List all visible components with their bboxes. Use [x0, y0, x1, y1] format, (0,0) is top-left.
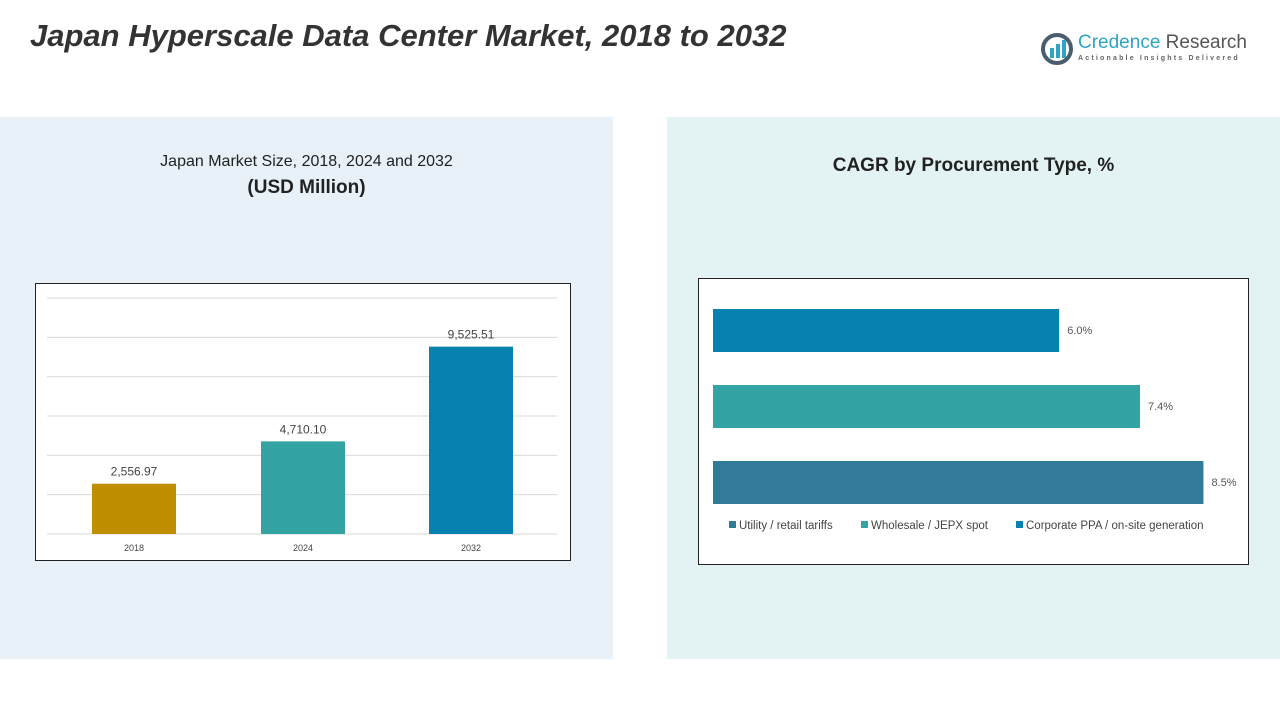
- logo-icon: [1041, 33, 1073, 65]
- logo-name: Credence Research: [1078, 32, 1247, 53]
- x-tick-label: 2018: [124, 543, 144, 553]
- data-label: 9,525.51: [448, 328, 495, 342]
- legend-swatch: [1016, 521, 1023, 528]
- chart-title: CAGR by Procurement Type, %: [832, 155, 1115, 176]
- data-label: 4,710.10: [280, 422, 327, 436]
- data-label: 2,556.97: [111, 465, 158, 479]
- legend-label: Utility / retail tariffs: [739, 520, 833, 532]
- bar-Utility / retail tariffs: [713, 461, 1204, 504]
- cagr-chart: 6.0% 7.4% 8.5% Utility / retail tariffs Whol…: [698, 278, 1249, 565]
- data-label: 8.5%: [1211, 477, 1236, 489]
- market-size-chart: 2,556.97 2018 4,710.10 2024 9,525.51 2032: [35, 283, 571, 561]
- data-label: 6.0%: [1067, 325, 1092, 337]
- data-label: 7.4%: [1148, 401, 1173, 413]
- logo: Credence Research Actionable Insights De…: [1040, 30, 1255, 70]
- legend-swatch: [729, 521, 736, 528]
- x-tick-label: 2032: [461, 543, 481, 553]
- page-title: Japan Hyperscale Data Center Market, 201…: [30, 18, 787, 53]
- x-tick-label: 2024: [293, 543, 313, 553]
- bar-2024: [261, 441, 345, 534]
- bar-Corporate PPA / on-site generation: [713, 309, 1060, 352]
- legend-swatch: [861, 521, 868, 528]
- chart-subtitle: (USD Million): [247, 177, 366, 198]
- bar-2032: [429, 346, 513, 534]
- legend-label: Wholesale / JEPX spot: [871, 520, 989, 532]
- logo-tagline: Actionable Insights Delivered: [1078, 55, 1240, 62]
- legend-label: Corporate PPA / on-site generation: [1026, 520, 1204, 532]
- bar-2018: [92, 483, 176, 534]
- chart-title: Japan Market Size, 2018, 2024 and 2032: [160, 153, 453, 170]
- bar-Wholesale / JEPX spot: [713, 385, 1140, 428]
